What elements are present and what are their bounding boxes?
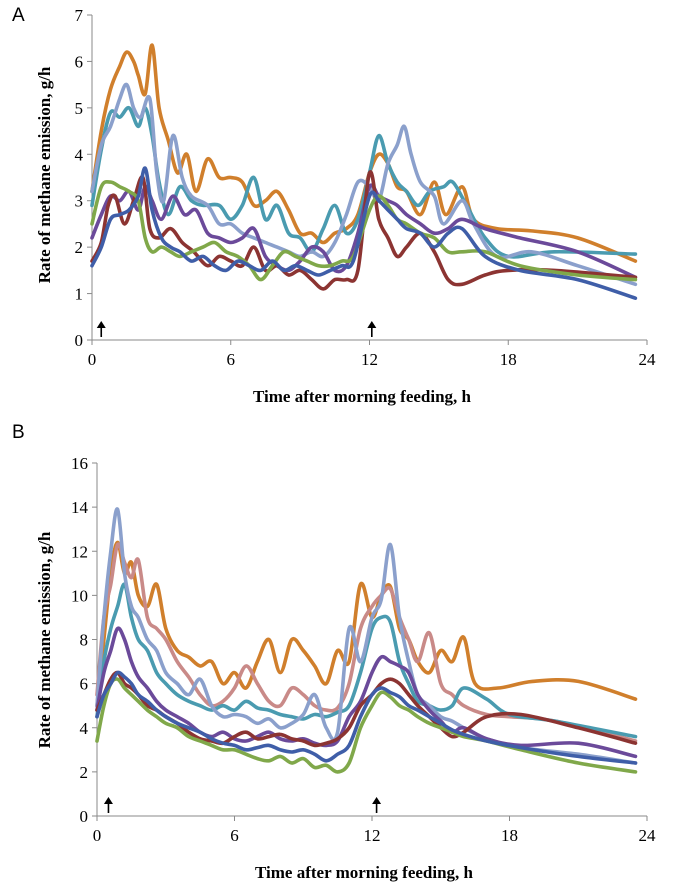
feeding-arrow bbox=[367, 321, 377, 337]
feeding-arrows-a bbox=[96, 321, 377, 337]
x-tick-label: 18 bbox=[501, 826, 518, 845]
panel-letter-b: B bbox=[12, 422, 25, 443]
feeding-arrow bbox=[372, 797, 382, 813]
y-tick-label: 3 bbox=[75, 192, 84, 211]
x-tick-label: 12 bbox=[361, 350, 378, 369]
y-tick-label: 10 bbox=[71, 586, 88, 605]
panel-b: B Time after morning feeding, h Rate of … bbox=[12, 422, 656, 882]
series-line-8 bbox=[95, 670, 638, 765]
series-line-6 bbox=[90, 179, 638, 282]
y-tick-label: 6 bbox=[75, 52, 84, 71]
x-tick-label: 6 bbox=[227, 350, 236, 369]
x-tick-label: 18 bbox=[500, 350, 517, 369]
y-tick-label: 1 bbox=[75, 285, 84, 304]
y-tick-label: 2 bbox=[75, 238, 84, 257]
series-line-2 bbox=[95, 542, 638, 743]
y-tick-label: 5 bbox=[75, 99, 84, 118]
x-tick-label: 12 bbox=[364, 826, 381, 845]
y-tick-label: 6 bbox=[80, 675, 89, 694]
panel-letter-a: A bbox=[12, 5, 25, 26]
x-tick-label: 24 bbox=[639, 826, 657, 845]
y-tick-label: 0 bbox=[80, 807, 89, 826]
x-tick-label: 24 bbox=[639, 350, 657, 369]
series-line-3 bbox=[95, 582, 638, 739]
y-axis-title-b: Rate of methane emission, g/h bbox=[35, 531, 54, 748]
x-axis-title-a: Time after morning feeding, h bbox=[253, 387, 472, 406]
series-line-7 bbox=[90, 166, 638, 300]
feeding-arrows-b bbox=[103, 797, 382, 813]
panel-a: A Time after morning feeding, h Rate of … bbox=[12, 5, 656, 406]
y-tick-label: 7 bbox=[75, 6, 84, 25]
feeding-arrow bbox=[103, 797, 113, 813]
series-line-4 bbox=[95, 507, 638, 765]
y-tick-label: 0 bbox=[75, 331, 84, 350]
x-tick-label: 0 bbox=[93, 826, 102, 845]
series-line-7 bbox=[95, 677, 638, 774]
y-axis-title-a: Rate of methane emission, g/h bbox=[35, 66, 54, 283]
feeding-arrow bbox=[96, 321, 106, 337]
x-tick-label: 0 bbox=[88, 350, 97, 369]
series-line-1 bbox=[90, 43, 638, 263]
y-tick-label: 16 bbox=[71, 454, 88, 473]
y-tick-label: 4 bbox=[75, 145, 84, 164]
series-group-a bbox=[90, 43, 638, 300]
y-tick-label: 8 bbox=[80, 631, 89, 650]
series-line-5 bbox=[95, 626, 638, 759]
x-axis-title-b: Time after morning feeding, h bbox=[255, 863, 474, 882]
y-tick-label: 4 bbox=[80, 719, 89, 738]
y-tick-label: 2 bbox=[80, 763, 89, 782]
series-line-2 bbox=[90, 106, 638, 259]
x-tick-label: 6 bbox=[230, 826, 239, 845]
series-line-1 bbox=[95, 540, 638, 708]
y-tick-label: 12 bbox=[71, 542, 88, 561]
y-tick-label: 14 bbox=[71, 498, 89, 517]
series-group-b bbox=[95, 507, 638, 774]
